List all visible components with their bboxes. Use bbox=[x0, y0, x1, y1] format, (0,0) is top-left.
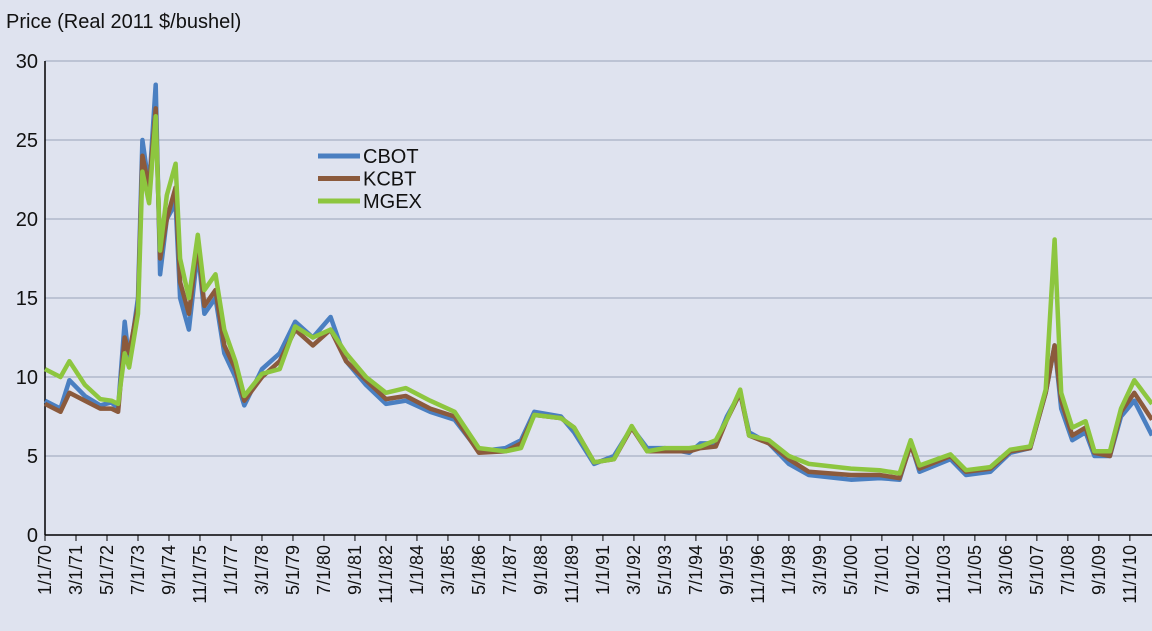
x-tick-label: 1/1/98 bbox=[779, 545, 799, 595]
y-tick-label: 5 bbox=[27, 446, 38, 468]
x-tick-label: 5/1/72 bbox=[97, 545, 117, 595]
x-tick-label: 9/1/74 bbox=[159, 545, 179, 595]
x-tick-label: 3/1/78 bbox=[252, 545, 272, 595]
x-tick-label: 5/1/00 bbox=[841, 545, 861, 595]
y-tick-label: 30 bbox=[16, 51, 38, 73]
x-tick-label: 9/1/81 bbox=[345, 545, 365, 595]
x-tick-label: 11/1/89 bbox=[562, 545, 582, 604]
x-tick-label: 7/1/01 bbox=[872, 545, 892, 595]
y-tick-label: 20 bbox=[16, 209, 38, 231]
legend-label: KCBT bbox=[363, 169, 416, 191]
x-tick-label: 3/1/92 bbox=[624, 545, 644, 595]
y-tick-label: 15 bbox=[16, 288, 38, 310]
x-tick-label: 11/1/03 bbox=[934, 545, 954, 604]
x-tick-label: 9/1/02 bbox=[903, 545, 923, 595]
x-tick-label: 1/1/84 bbox=[407, 545, 427, 595]
x-tick-label: 5/1/86 bbox=[469, 545, 489, 595]
x-tick-label: 9/1/09 bbox=[1089, 545, 1109, 595]
x-tick-label: 5/1/79 bbox=[283, 545, 303, 595]
x-tick-label: 7/1/94 bbox=[686, 545, 706, 595]
x-tick-label: 5/1/07 bbox=[1027, 545, 1047, 595]
series-line bbox=[43, 114, 1152, 476]
x-tick-label: 7/1/80 bbox=[314, 545, 334, 595]
x-tick-label: 1/1/05 bbox=[965, 545, 985, 595]
x-tick-label: 3/1/06 bbox=[996, 545, 1016, 595]
x-tick-label: 7/1/08 bbox=[1058, 545, 1078, 595]
x-tick-label: 3/1/85 bbox=[438, 545, 458, 595]
x-tick-label: 11/1/75 bbox=[190, 545, 210, 604]
x-tick-label: 3/1/71 bbox=[66, 545, 86, 595]
x-tick-label: 9/1/88 bbox=[531, 545, 551, 595]
x-tick-label: 11/1/10 bbox=[1120, 545, 1140, 604]
x-tick-label: 11/1/96 bbox=[748, 545, 768, 604]
legend-label: CBOT bbox=[363, 146, 419, 168]
x-tick-label: 1/1/70 bbox=[35, 545, 55, 595]
x-tick-label: 9/1/95 bbox=[717, 545, 737, 595]
x-tick-label: 1/1/91 bbox=[593, 545, 613, 595]
legend-label: MGEX bbox=[363, 191, 422, 213]
y-tick-label: 10 bbox=[16, 367, 38, 389]
y-axis-label: Price (Real 2011 $/bushel) bbox=[6, 11, 241, 33]
y-tick-label: 25 bbox=[16, 130, 38, 152]
x-tick-label: 1/1/77 bbox=[221, 545, 241, 595]
x-tick-label: 11/1/82 bbox=[376, 545, 396, 604]
y-tick-label: 0 bbox=[27, 525, 38, 547]
x-tick-label: 5/1/93 bbox=[655, 545, 675, 595]
x-tick-label: 7/1/87 bbox=[500, 545, 520, 595]
x-tick-label: 3/1/99 bbox=[810, 545, 830, 595]
x-tick-label: 7/1/73 bbox=[128, 545, 148, 595]
